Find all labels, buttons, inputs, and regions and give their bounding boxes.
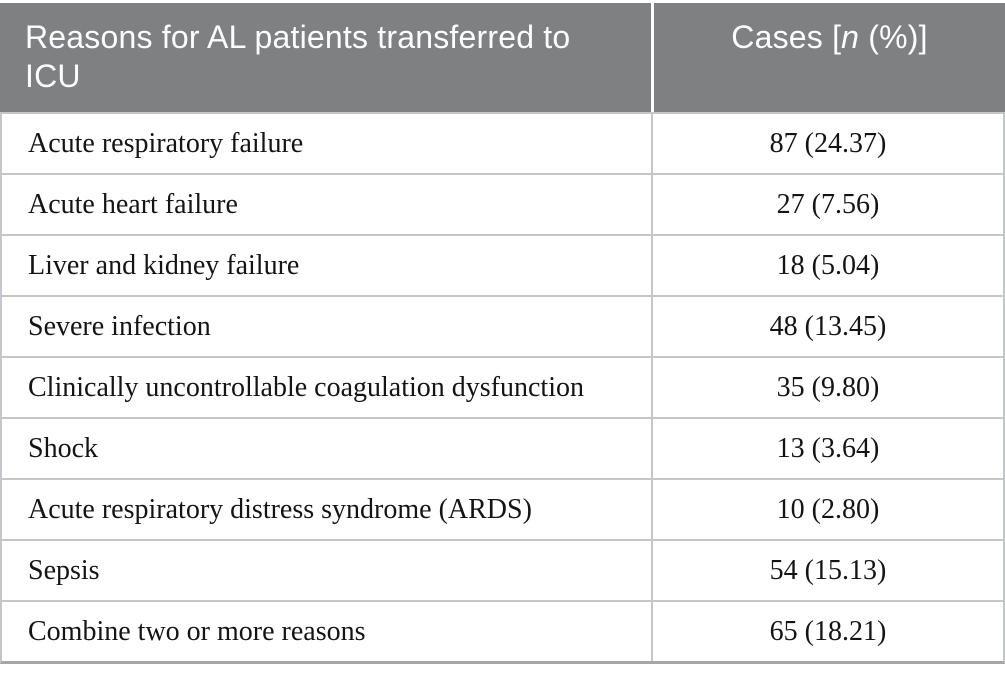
header-cases-prefix: Cases [: [731, 19, 842, 55]
cases-cell: 65 (18.21): [651, 602, 1003, 661]
table-row: Shock 13 (3.64): [2, 417, 1003, 478]
table-row: Acute heart failure 27 (7.56): [2, 173, 1003, 234]
header-reasons-label: Reasons for AL patients transferred to I…: [25, 19, 571, 94]
reason-cell: Combine two or more reasons: [28, 615, 366, 647]
table-row: Liver and kidney failure 18 (5.04): [2, 234, 1003, 295]
header-cell-reasons: Reasons for AL patients transferred to I…: [0, 3, 651, 112]
table-body: Acute respiratory failure 87 (24.37) Acu…: [0, 112, 1005, 664]
table-row: Sepsis 54 (15.13): [2, 539, 1003, 600]
reason-cell: Liver and kidney failure: [28, 249, 300, 281]
cases-cell: 48 (13.45): [651, 297, 1003, 356]
header-cases-n-italic: n: [841, 19, 860, 55]
header-cases-suffix: (%)]: [859, 19, 928, 55]
reason-cell: Acute respiratory failure: [28, 127, 304, 159]
reason-cell: Acute respiratory distress syndrome (ARD…: [28, 493, 532, 525]
cases-cell: 10 (2.80): [651, 480, 1003, 539]
reason-cell: Shock: [28, 432, 98, 464]
reason-cell: Clinically uncontrollable coagulation dy…: [28, 371, 584, 403]
cases-cell: 27 (7.56): [651, 175, 1003, 234]
reason-cell: Acute heart failure: [28, 188, 238, 220]
reason-cell: Sepsis: [28, 554, 100, 586]
table-header-row: Reasons for AL patients transferred to I…: [0, 3, 1005, 112]
cases-cell: 13 (3.64): [651, 419, 1003, 478]
cases-cell: 35 (9.80): [651, 358, 1003, 417]
reason-cell: Severe infection: [28, 310, 211, 342]
table-row: Acute respiratory failure 87 (24.37): [2, 112, 1003, 173]
cases-cell: 87 (24.37): [651, 114, 1003, 173]
header-cell-cases: Cases [n (%)]: [654, 3, 1005, 112]
table-row: Combine two or more reasons 65 (18.21): [2, 600, 1003, 661]
table-row: Clinically uncontrollable coagulation dy…: [2, 356, 1003, 417]
cases-cell: 54 (15.13): [651, 541, 1003, 600]
table-row: Acute respiratory distress syndrome (ARD…: [2, 478, 1003, 539]
cases-cell: 18 (5.04): [651, 236, 1003, 295]
table-row: Severe infection 48 (13.45): [2, 295, 1003, 356]
